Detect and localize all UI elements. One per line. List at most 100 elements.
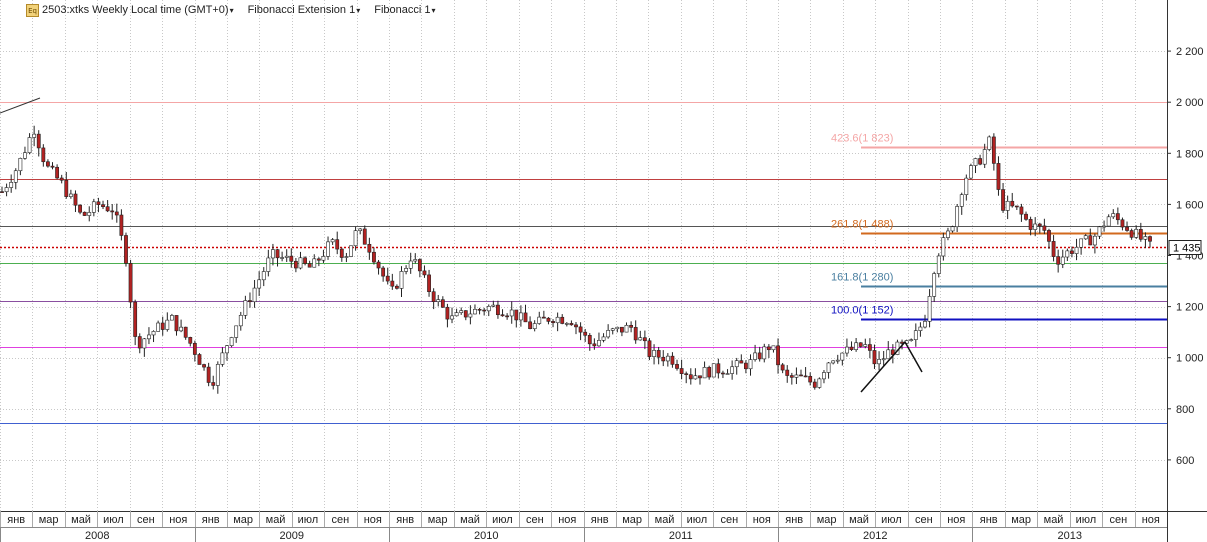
candle-body	[684, 373, 689, 375]
candle-body	[381, 267, 386, 277]
candle	[165, 312, 170, 332]
candle	[789, 372, 794, 385]
candlesticks	[0, 125, 1152, 394]
month-label: сен	[915, 514, 933, 526]
candle-body	[1024, 213, 1028, 220]
candle	[744, 360, 748, 374]
candle-body	[877, 359, 881, 365]
candle-body	[482, 309, 487, 312]
candle-body	[831, 360, 836, 364]
candle	[9, 174, 14, 193]
candle-body	[170, 315, 174, 321]
candle	[82, 211, 87, 216]
candle-body	[615, 326, 620, 330]
candle-body	[629, 324, 634, 328]
month-label: мар	[39, 514, 59, 526]
candle	[408, 252, 413, 274]
candle-body	[362, 228, 367, 245]
candle	[1033, 217, 1038, 237]
candle	[1134, 225, 1139, 239]
candle	[1056, 249, 1061, 273]
candle	[13, 168, 18, 190]
candle-body	[799, 374, 803, 377]
candle	[661, 350, 666, 367]
candle	[477, 307, 482, 315]
candle	[840, 352, 845, 366]
candle-body	[174, 315, 179, 332]
candle	[50, 162, 55, 170]
candle-body	[1115, 213, 1120, 221]
equity-icon[interactable]: Eq	[26, 3, 39, 17]
candle	[574, 322, 578, 335]
candle-body	[1074, 246, 1079, 254]
candle-body	[789, 375, 794, 378]
candle	[151, 330, 156, 343]
candle-body	[642, 337, 647, 342]
candle	[656, 346, 661, 365]
candle	[385, 267, 390, 285]
candle-body	[101, 204, 105, 207]
candle-body	[973, 158, 978, 166]
candle-body	[280, 257, 285, 259]
candle	[734, 357, 739, 375]
candle-body	[271, 249, 275, 259]
candle	[91, 198, 96, 217]
candle	[955, 204, 960, 233]
candle	[473, 304, 477, 315]
candle	[978, 154, 982, 166]
candle	[137, 333, 142, 354]
candle-body	[780, 364, 785, 371]
candle-body	[156, 322, 161, 332]
fibonacci-extension-menu[interactable]: Fibonacci Extension 1 ▾	[248, 4, 361, 16]
candle-body	[537, 316, 542, 324]
candle	[59, 174, 64, 184]
candle	[863, 338, 868, 349]
candle-body	[932, 273, 937, 297]
candle	[886, 341, 891, 360]
candle	[275, 248, 280, 267]
candle-body	[771, 345, 776, 351]
candle	[238, 311, 243, 331]
candle-body	[946, 230, 950, 238]
fibonacci-level-label: 423.6(1 823)	[831, 133, 893, 145]
candle-body	[87, 212, 92, 216]
candle-body	[964, 177, 969, 195]
symbol-title: 2503:xtks Weekly Local time (GMT+0)	[42, 4, 229, 16]
candle-body	[399, 271, 404, 289]
month-label: ноя	[169, 514, 187, 526]
candle	[339, 247, 344, 262]
candle	[188, 336, 193, 347]
candle-body	[514, 309, 519, 321]
candle	[991, 133, 996, 171]
candle-body	[803, 375, 808, 378]
candle-body	[863, 344, 868, 347]
candle-body	[941, 237, 946, 257]
candle-body	[307, 263, 312, 268]
candle	[440, 296, 445, 309]
candle-body	[826, 362, 831, 373]
symbol-title-menu[interactable]: 2503:xtks Weekly Local time (GMT+0) ▾	[42, 4, 234, 16]
candle	[1019, 203, 1024, 222]
candle-body	[128, 263, 133, 303]
candle	[1125, 221, 1129, 232]
candle	[206, 362, 211, 387]
candle-body	[661, 356, 666, 362]
candle	[822, 370, 826, 384]
candle-body	[923, 321, 927, 328]
candle	[537, 311, 542, 325]
candle-body	[1042, 225, 1047, 231]
candle	[170, 313, 174, 321]
candle	[41, 144, 46, 167]
candle-body	[886, 349, 891, 360]
candle	[541, 310, 546, 319]
candle-body	[978, 158, 982, 165]
candle-body	[1143, 236, 1148, 240]
fibonacci-menu[interactable]: Fibonacci 1 ▾	[374, 4, 435, 16]
candle	[812, 378, 817, 390]
candle-body	[633, 327, 638, 341]
candle-body	[477, 308, 482, 311]
month-label: янв	[785, 514, 803, 526]
candle-body	[18, 158, 23, 172]
candle	[261, 267, 266, 287]
candle	[982, 143, 987, 169]
